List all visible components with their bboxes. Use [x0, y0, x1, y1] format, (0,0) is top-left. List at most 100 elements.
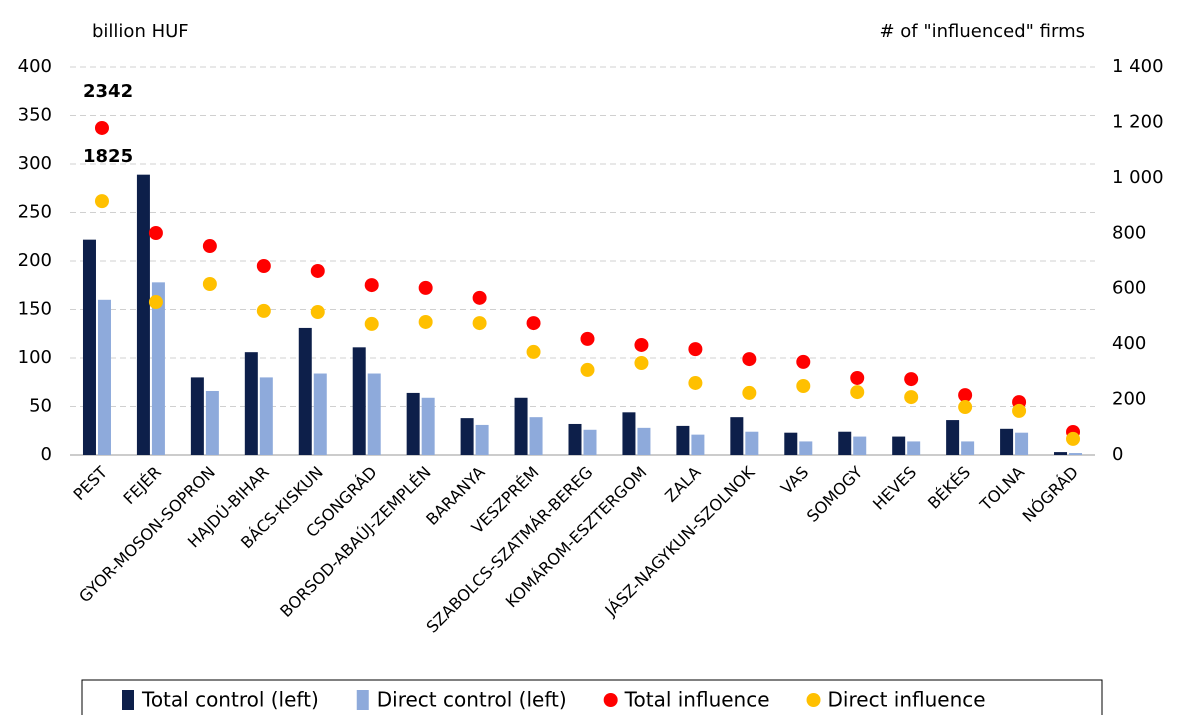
legend-label: Direct influence: [828, 688, 986, 712]
x-tick-label: ZALA: [661, 463, 704, 506]
bar: [784, 432, 798, 455]
dot: [904, 390, 919, 405]
bar: [622, 412, 636, 455]
bar: [475, 424, 489, 455]
dot: [634, 355, 649, 370]
legend-box: [81, 679, 1103, 715]
dot: [94, 194, 109, 209]
bar: [151, 282, 165, 455]
dot: [472, 316, 487, 331]
bar: [352, 347, 366, 455]
bar: [313, 373, 327, 455]
bar: [97, 299, 111, 455]
bar: [298, 327, 312, 455]
bar: [190, 377, 204, 455]
dot: [526, 316, 541, 331]
dot: [742, 385, 757, 400]
y-tick-label: 350: [18, 105, 52, 126]
y2-tick-label: 1 000: [1112, 167, 1164, 188]
dot: [256, 303, 271, 318]
dot: [472, 290, 487, 305]
bar: [730, 417, 744, 455]
y2-tick-label: 800: [1112, 222, 1146, 243]
y2-tick-label: 1 200: [1112, 111, 1164, 132]
dot: [256, 258, 271, 273]
y2-axis-label: # of "influenced" firms: [879, 21, 1085, 42]
x-tick-label: NÓGRÁD: [1019, 463, 1082, 526]
y-tick-label: 0: [41, 444, 52, 465]
dot: [958, 400, 973, 415]
dot: [796, 378, 811, 393]
legend-label: Total control (left): [141, 688, 319, 712]
bar: [82, 239, 96, 455]
dot: [418, 280, 433, 295]
bar: [529, 417, 543, 455]
bar: [1054, 452, 1068, 455]
dot: [742, 352, 757, 367]
y2-tick-label: 400: [1112, 333, 1146, 354]
dot: [148, 295, 163, 310]
y-tick-label: 100: [18, 347, 52, 368]
y-tick-label: 50: [29, 396, 52, 417]
dot: [94, 120, 109, 135]
bar: [853, 436, 867, 455]
legend-swatch: [122, 690, 134, 710]
x-tick-label: BÉKÉS: [924, 463, 974, 513]
x-tick-label: SOMOGY: [803, 462, 866, 525]
bar: [583, 429, 597, 455]
y2-tick-label: 0: [1112, 444, 1123, 465]
bar: [259, 377, 273, 455]
bar: [406, 392, 420, 455]
bar: [946, 420, 960, 455]
dot: [958, 388, 973, 403]
dot: [418, 314, 433, 329]
bar: [568, 423, 582, 455]
dot: [904, 372, 919, 387]
legend-label: Direct control (left): [377, 688, 567, 712]
bar: [244, 352, 258, 455]
x-tick-label: HEVES: [869, 463, 920, 514]
bar: [676, 425, 690, 455]
bar: [367, 373, 381, 455]
bar: [745, 431, 759, 455]
dot: [364, 316, 379, 331]
x-tick-label: TOLNA: [976, 463, 1029, 516]
bar: [514, 397, 528, 455]
y-axis-label: billion HUF: [92, 21, 189, 42]
bar: [1015, 432, 1029, 455]
x-tick-label: VAS: [777, 463, 812, 498]
bar: [691, 434, 705, 455]
dot: [148, 226, 163, 241]
dot: [796, 354, 811, 369]
dot: [580, 331, 595, 346]
y-tick-label: 400: [18, 56, 52, 77]
dot: [310, 304, 325, 319]
bar: [799, 441, 813, 455]
dot: [310, 263, 325, 278]
dot: [364, 278, 379, 293]
y-tick-label: 150: [18, 299, 52, 320]
bar: [421, 397, 435, 455]
legend-label: Total influence: [624, 688, 770, 712]
dot: [850, 370, 865, 385]
bar: [892, 436, 906, 455]
legend-swatch: [356, 690, 369, 710]
dot: [580, 362, 595, 377]
dot: [1012, 403, 1027, 418]
dot: [850, 385, 865, 400]
dot: [688, 342, 703, 357]
dot: [202, 239, 217, 254]
dot: [202, 277, 217, 292]
legend-swatch: [806, 693, 821, 707]
bar: [907, 441, 921, 455]
y-tick-label: 300: [18, 153, 52, 174]
y2-tick-label: 200: [1112, 389, 1146, 410]
x-tick-label: PEST: [69, 462, 111, 504]
bar: [838, 431, 852, 455]
bar: [460, 418, 474, 455]
bar: [1000, 428, 1014, 455]
annotation: 1825: [83, 146, 133, 167]
dot: [688, 375, 703, 390]
y2-tick-label: 600: [1112, 278, 1146, 299]
